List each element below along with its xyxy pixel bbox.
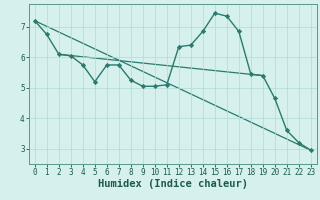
X-axis label: Humidex (Indice chaleur): Humidex (Indice chaleur) <box>98 179 248 189</box>
